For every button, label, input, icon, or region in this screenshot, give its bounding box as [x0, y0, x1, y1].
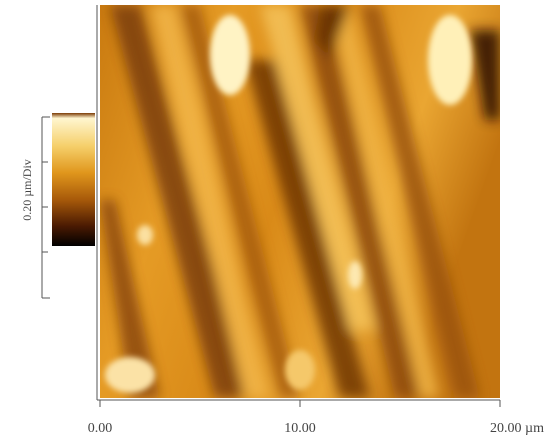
x-tick-label: 20.00 µm [490, 421, 544, 436]
afm-figure: 0.00 10.00 20.00 µm 0.20 µm/Div [0, 0, 554, 441]
afm-image [100, 5, 500, 398]
color-bar [52, 113, 95, 246]
scale-label: 0.20 µm/Div [20, 159, 34, 221]
x-tick-label: 0.00 [88, 421, 113, 436]
scale-bar [42, 117, 50, 298]
x-tick-label: 10.00 [284, 421, 316, 436]
